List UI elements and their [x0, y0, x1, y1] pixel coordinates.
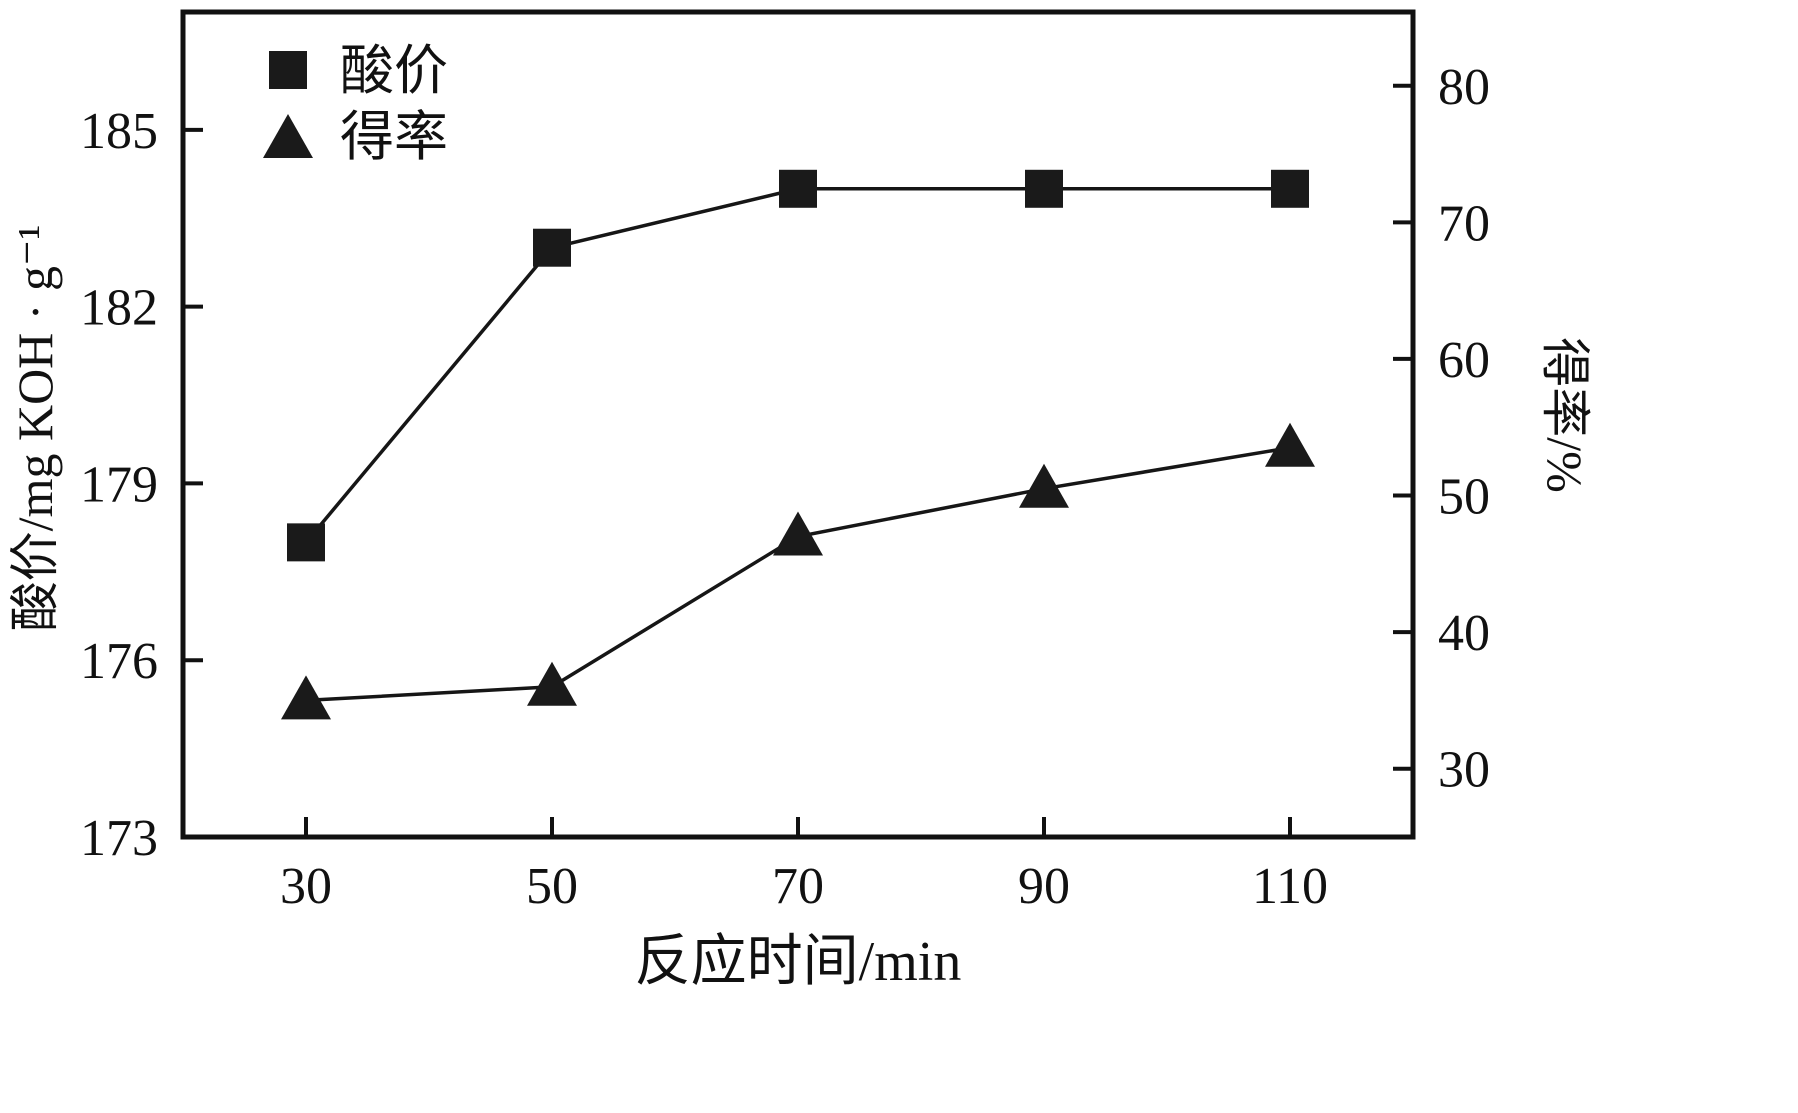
series-marker-0: [287, 523, 325, 562]
left-y-tick-label: 179: [80, 456, 158, 513]
right-y-tick-label: 70: [1438, 195, 1490, 252]
x-tick-label: 90: [1018, 858, 1070, 915]
legend-label-0: 酸价: [340, 41, 448, 101]
x-tick-label: 30: [280, 858, 332, 915]
legend-label-1: 得率: [340, 107, 448, 167]
left-y-tick-label: 185: [80, 103, 158, 160]
series-marker-0: [533, 228, 571, 267]
right-y-tick-label: 50: [1438, 469, 1490, 526]
right-y-axis-title: 得率/%: [1537, 337, 1593, 493]
series-line-0: [304, 187, 1290, 544]
series-marker-0: [1025, 169, 1063, 208]
right-y-tick-label: 80: [1438, 59, 1490, 116]
x-tick-label: 50: [526, 858, 578, 915]
x-tick-label: 70: [772, 858, 824, 915]
series-marker-0: [779, 169, 817, 208]
series-marker-1: [1019, 463, 1069, 508]
series-marker-1: [773, 511, 823, 556]
series-marker-1: [527, 661, 577, 706]
series-line-1: [305, 445, 1291, 703]
left-y-tick-label: 182: [80, 280, 158, 337]
right-y-tick-label: 60: [1438, 332, 1490, 389]
left-y-tick-label: 173: [80, 810, 158, 867]
right-y-tick-label: 40: [1438, 605, 1490, 662]
series-marker-0: [1271, 169, 1309, 208]
legend-marker-0: [269, 51, 307, 89]
legend-marker-1: [263, 114, 313, 158]
left-y-tick-label: 176: [80, 633, 158, 690]
left-y-axis-title: 酸价/mg KOH · g⁻¹: [7, 225, 63, 632]
series-marker-1: [1265, 422, 1315, 467]
x-axis-title: 反应时间/min: [635, 931, 962, 993]
x-tick-label: 110: [1252, 858, 1328, 915]
series-marker-1: [281, 675, 331, 720]
right-y-tick-label: 30: [1438, 742, 1490, 799]
